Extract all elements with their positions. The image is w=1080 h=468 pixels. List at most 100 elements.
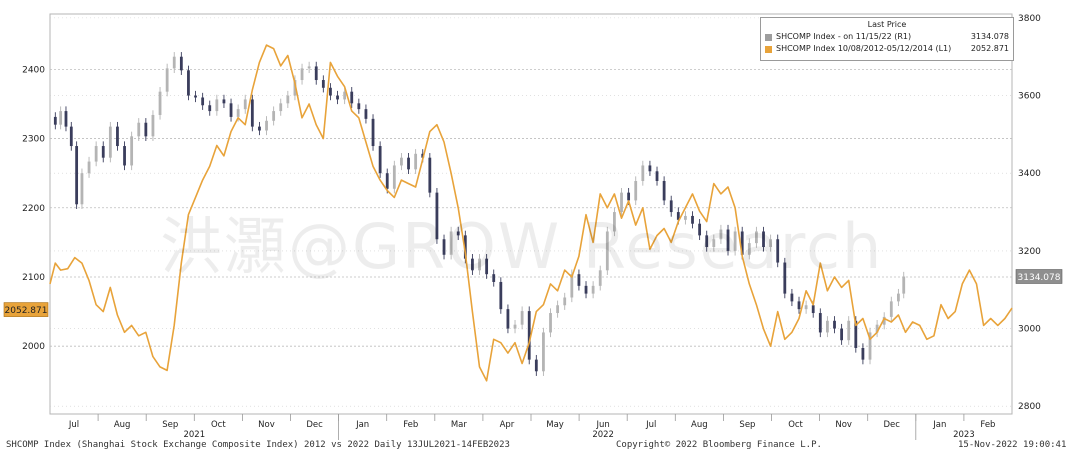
year-label: 2021 bbox=[183, 430, 205, 440]
candle-body bbox=[506, 309, 510, 329]
candle-body bbox=[80, 173, 84, 205]
legend-swatch-orange bbox=[765, 46, 772, 53]
orange-line-series bbox=[49, 44, 1013, 382]
candle-body bbox=[840, 328, 844, 341]
candle-body bbox=[407, 157, 410, 170]
candle-body bbox=[542, 332, 545, 372]
candle-body bbox=[875, 324, 879, 333]
month-label: Feb bbox=[980, 420, 995, 430]
candle-body bbox=[187, 70, 190, 96]
month-label: Jan bbox=[932, 420, 946, 430]
candle-body bbox=[300, 68, 304, 81]
month-label: Dec bbox=[306, 420, 323, 430]
month-label: Aug bbox=[114, 420, 131, 430]
right-axis-ticks: 2800 3000 3200 3400 3600 3800 bbox=[1018, 14, 1041, 412]
left-tick-label: 2200 bbox=[22, 204, 45, 214]
right-tick-label: 2800 bbox=[1018, 402, 1041, 412]
candle-body bbox=[684, 215, 687, 220]
candle-body bbox=[762, 231, 765, 248]
candle-body bbox=[53, 116, 57, 125]
value-tags: 2052.871 3134.078 bbox=[3, 269, 1063, 317]
legend-header: Last Price bbox=[867, 20, 907, 29]
left-tick-label: 2400 bbox=[22, 65, 45, 75]
month-label: Mar bbox=[451, 420, 468, 430]
candle-body bbox=[669, 200, 673, 213]
candle-body bbox=[385, 173, 389, 189]
month-label: Dec bbox=[884, 420, 901, 430]
orange-series-line bbox=[49, 44, 1013, 382]
month-label: Jun bbox=[596, 420, 610, 430]
candle-body bbox=[279, 103, 283, 112]
candle-body bbox=[471, 258, 474, 271]
candle-body bbox=[400, 157, 403, 166]
candle-body bbox=[577, 274, 581, 286]
candle-body bbox=[620, 192, 623, 213]
gridlines bbox=[50, 17, 1012, 407]
candle-body bbox=[605, 231, 609, 271]
candle-body bbox=[627, 192, 631, 201]
left-value-tag: 2052.871 bbox=[5, 306, 48, 316]
candle-body bbox=[485, 258, 489, 275]
month-label: Oct bbox=[788, 420, 803, 430]
candle-body bbox=[378, 146, 382, 174]
footer-timestamp: 15-Nov-2022 19:00:41 bbox=[958, 440, 1067, 450]
candle-body bbox=[321, 80, 325, 88]
candle-body bbox=[818, 313, 822, 333]
candle-body bbox=[790, 293, 794, 302]
candle-body bbox=[435, 192, 439, 240]
left-axis-ticks: 2000 2100 2200 2300 2400 bbox=[22, 65, 45, 352]
candle-body bbox=[336, 95, 339, 100]
month-label: Sep bbox=[162, 420, 178, 430]
candle-body bbox=[69, 126, 73, 147]
candle-body bbox=[499, 281, 503, 310]
candle-body bbox=[833, 320, 836, 329]
candle-body bbox=[456, 231, 460, 236]
right-tick-label: 3600 bbox=[1018, 92, 1041, 102]
candle-body bbox=[265, 120, 268, 131]
left-tick-label: 2100 bbox=[22, 273, 45, 283]
year-label: 2023 bbox=[953, 430, 975, 440]
candle-body bbox=[258, 126, 261, 131]
candle-body bbox=[350, 91, 354, 104]
month-label: Apr bbox=[500, 420, 515, 430]
candle-body bbox=[208, 105, 212, 112]
candle-body bbox=[698, 223, 702, 236]
candle-body bbox=[492, 274, 496, 282]
candle-body bbox=[314, 66, 318, 81]
candle-body bbox=[144, 122, 148, 137]
candle-body bbox=[215, 99, 219, 112]
candle-body bbox=[662, 180, 666, 201]
candle-body bbox=[513, 324, 517, 329]
left-tick-label: 2300 bbox=[22, 135, 45, 145]
candle-body bbox=[556, 305, 560, 314]
right-tick-label: 3200 bbox=[1018, 247, 1041, 257]
candle-body bbox=[747, 243, 751, 255]
right-tick-label: 3400 bbox=[1018, 169, 1041, 179]
candle-body bbox=[357, 103, 361, 110]
candle-body bbox=[676, 212, 680, 220]
candle-body bbox=[726, 229, 730, 251]
candle-body bbox=[719, 229, 723, 240]
candle-body bbox=[286, 95, 290, 104]
candle-body bbox=[229, 103, 233, 117]
candle-body bbox=[769, 239, 773, 248]
candle-body bbox=[172, 56, 176, 69]
candle-body bbox=[329, 87, 332, 96]
candle-body bbox=[236, 109, 240, 117]
legend-label-orange: SHCOMP Index 10/08/2012-05/12/2014 (L1) bbox=[776, 44, 952, 53]
month-label: Jul bbox=[68, 420, 79, 430]
candle-body bbox=[250, 99, 254, 127]
candle-body bbox=[902, 276, 906, 294]
candle-body bbox=[371, 118, 375, 147]
candle-body bbox=[889, 301, 893, 317]
month-label: Feb bbox=[403, 420, 418, 430]
candle-body bbox=[613, 212, 616, 232]
candle-body bbox=[783, 262, 787, 294]
month-label: Nov bbox=[835, 420, 852, 430]
legend-entry-orange: SHCOMP Index 10/08/2012-05/12/2014 (L1) … bbox=[765, 44, 1009, 55]
footer-copyright: Copyright© 2022 Bloomberg Finance L.P. bbox=[616, 440, 822, 450]
x-axis-month-labels: Jul Aug Sep Oct Nov Dec Jan Feb Mar Apr May Jun Jul A… bbox=[68, 420, 996, 430]
candle-body bbox=[108, 126, 112, 158]
right-tick-label: 3000 bbox=[1018, 325, 1041, 335]
candle-body bbox=[570, 274, 574, 298]
